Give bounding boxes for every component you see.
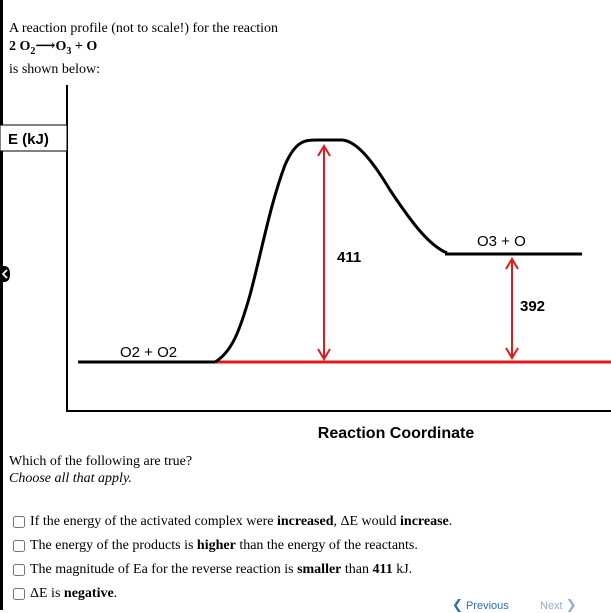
option-text: The magnitude of Ea for the reverse reac…: [30, 562, 413, 577]
activation-arrow-down-head-icon: [317, 348, 331, 361]
delta-e-arrow-up-head-icon: [505, 257, 519, 270]
eq-product2: O: [86, 39, 98, 54]
y-axis-label: E (kJ): [8, 131, 49, 148]
option-row[interactable]: The magnitude of Ea for the reverse reac…: [11, 558, 452, 582]
option-row[interactable]: The energy of the products is higher tha…: [11, 534, 452, 558]
reaction-equation: 2 O2⟶O3 + O: [9, 38, 278, 61]
eq-arrow: ⟶: [35, 39, 56, 54]
side-tab-chevron-icon[interactable]: [0, 266, 10, 282]
intro-shown-below: is shown below:: [9, 61, 100, 77]
energy-curve: [214, 138, 448, 364]
chevron-right-icon: ❯: [565, 597, 577, 612]
left-border: [0, 0, 3, 610]
intro-line: A reaction profile (not to scale!) for t…: [9, 21, 278, 36]
reactants-label: O2 + O2: [120, 344, 177, 361]
y-axis-label-box: [0, 124, 68, 152]
x-axis-label: Reaction Coordinate: [318, 425, 475, 442]
previous-button[interactable]: ❮ Previous: [452, 597, 509, 613]
delta-e-value: 392: [520, 298, 545, 315]
option-checkbox[interactable]: [13, 588, 25, 600]
option-checkbox[interactable]: [13, 540, 25, 552]
eq-plus: +: [71, 39, 87, 54]
option-text: The energy of the products is higher tha…: [30, 538, 418, 553]
reaction-profile-diagram: E (kJ) Reaction Coordinate O2 + O2 O3 + …: [0, 85, 611, 442]
option-checkbox[interactable]: [13, 516, 25, 528]
eq-product1: O: [55, 39, 67, 54]
question-intro: A reaction profile (not to scale!) for t…: [9, 20, 278, 79]
next-label: Next: [540, 600, 563, 612]
previous-label: Previous: [465, 600, 509, 612]
eq-reactant: O: [19, 39, 31, 54]
answer-options: If the energy of the activated complex w…: [11, 510, 452, 606]
option-checkbox[interactable]: [13, 564, 25, 576]
option-row[interactable]: If the energy of the activated complex w…: [11, 510, 452, 534]
question-hint: Choose all that apply.: [9, 471, 132, 486]
next-button[interactable]: Next ❯: [540, 597, 577, 613]
activation-energy-value: 411: [337, 249, 361, 266]
eq-product1-subscript: 3: [66, 45, 72, 57]
option-text: If the energy of the activated complex w…: [30, 514, 453, 529]
chevron-left-icon: ❮: [452, 597, 463, 612]
option-row[interactable]: ΔE is negative.: [11, 582, 452, 606]
eq-coefficient: 2: [9, 39, 16, 54]
activation-arrow-up-head-icon: [317, 144, 331, 157]
products-label: O3 + O: [477, 233, 526, 250]
question-prompt: Which of the following are true?: [9, 454, 193, 469]
delta-e-arrow-down-head-icon: [505, 347, 519, 360]
question-prompt-block: Which of the following are true? Choose …: [9, 453, 192, 487]
option-text: ΔE is negative.: [30, 586, 118, 601]
eq-reactant-subscript: 2: [30, 45, 36, 57]
